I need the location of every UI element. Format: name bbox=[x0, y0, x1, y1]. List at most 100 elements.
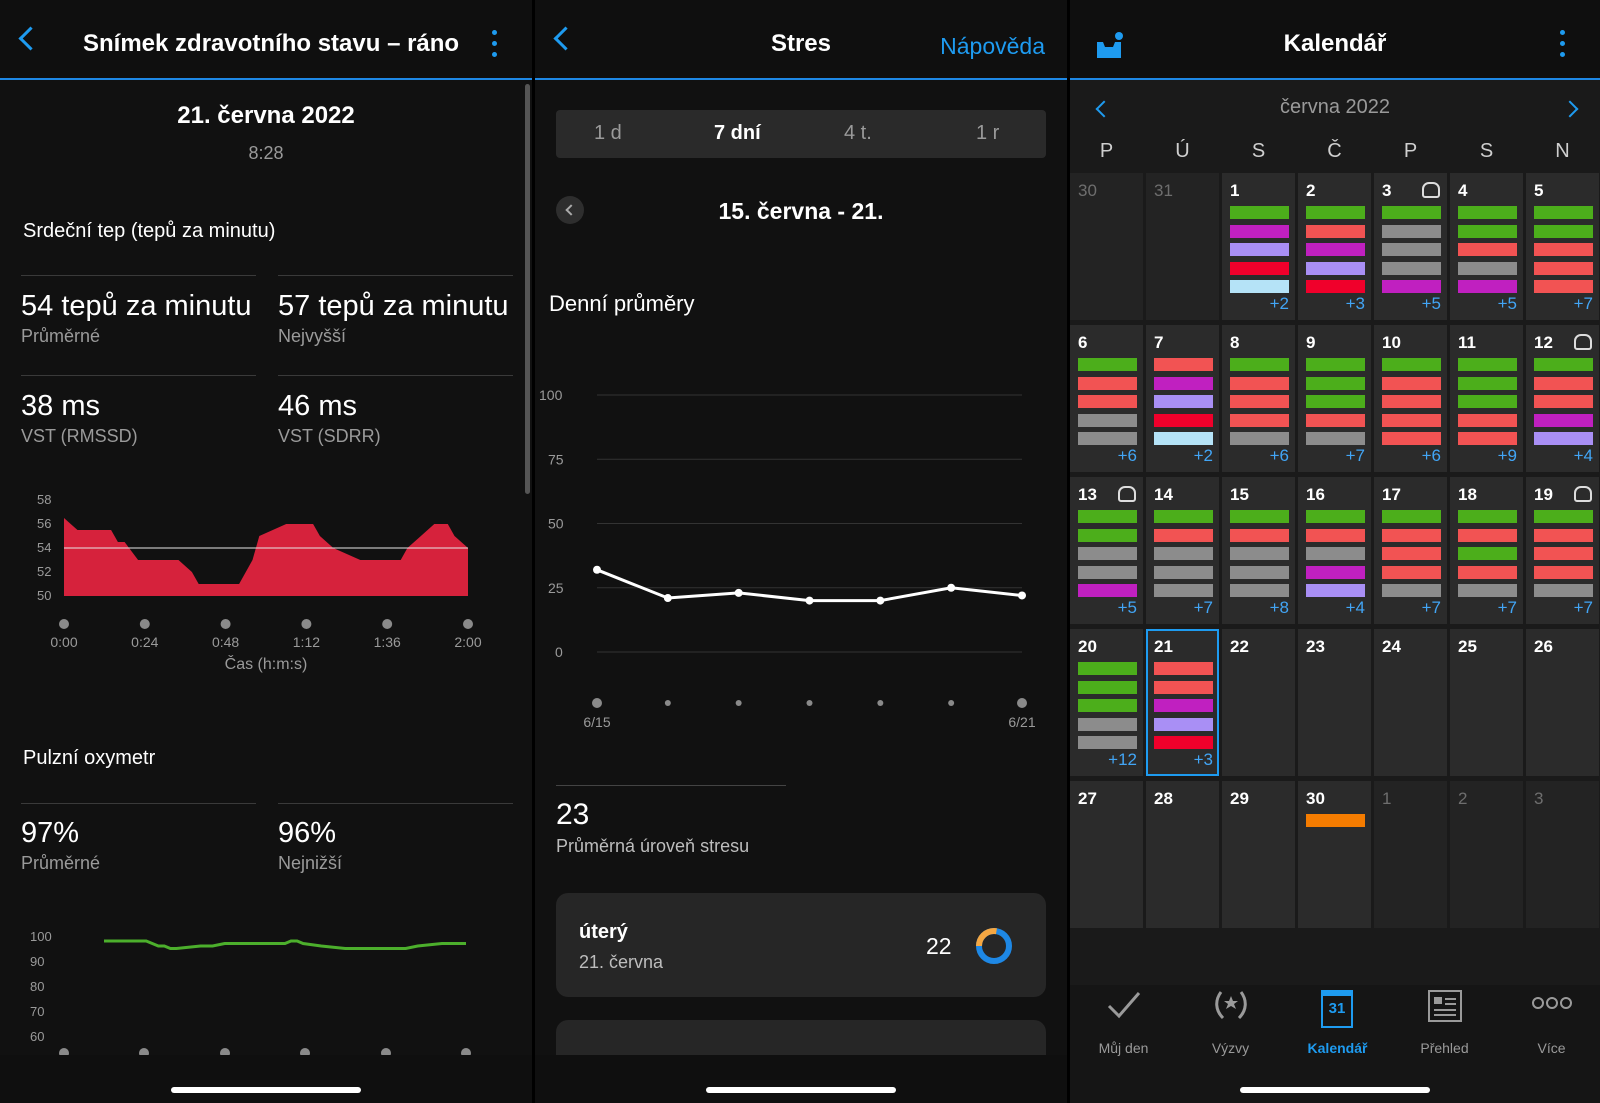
calendar-day-cell[interactable]: 18 +7 bbox=[1450, 477, 1523, 624]
activity-bar bbox=[1078, 395, 1137, 408]
calendar-day-cell[interactable]: 5 +7 bbox=[1526, 173, 1599, 320]
x-tick-label: 6/15 bbox=[583, 714, 610, 730]
calendar-day-cell[interactable]: 1 bbox=[1374, 781, 1447, 928]
calendar-day-cell[interactable]: 26 bbox=[1526, 629, 1599, 776]
x-tick-dot bbox=[1017, 698, 1027, 708]
more-count[interactable]: +3 bbox=[1345, 294, 1365, 313]
bottom-area bbox=[535, 1055, 1067, 1103]
calendar-day-cell[interactable]: 11 +9 bbox=[1450, 325, 1523, 472]
activity-bar bbox=[1382, 261, 1441, 275]
calendar-day-cell[interactable]: 3 bbox=[1526, 781, 1599, 928]
calendar-day-cell[interactable]: 31 bbox=[1146, 173, 1219, 320]
more-options-icon[interactable] bbox=[1560, 30, 1566, 63]
activity-bar bbox=[1382, 206, 1441, 219]
help-link[interactable]: Nápověda bbox=[940, 33, 1045, 59]
more-count[interactable]: +7 bbox=[1573, 294, 1593, 313]
more-count[interactable]: +3 bbox=[1193, 750, 1213, 769]
calendar-day-cell[interactable]: 30 bbox=[1298, 781, 1371, 928]
more-count[interactable]: +6 bbox=[1269, 446, 1289, 465]
home-indicator[interactable] bbox=[706, 1087, 896, 1093]
activity-bar bbox=[1078, 736, 1137, 749]
calendar-day-cell[interactable]: 4 +5 bbox=[1450, 173, 1523, 320]
calendar-day-cell[interactable]: 28 bbox=[1146, 781, 1219, 928]
calendar-day-cell[interactable]: 19 +7 bbox=[1526, 477, 1599, 624]
activity-bar bbox=[1382, 510, 1441, 523]
calendar-day-cell[interactable]: 7 +2 bbox=[1146, 325, 1219, 472]
x-tick-label: 0:00 bbox=[50, 634, 77, 650]
more-count[interactable]: +5 bbox=[1117, 598, 1137, 617]
calendar-day-cell[interactable]: 23 bbox=[1298, 629, 1371, 776]
x-tick-dot bbox=[948, 700, 955, 706]
activity-bar bbox=[1458, 206, 1517, 219]
x-tick-label: 0:48 bbox=[212, 634, 239, 650]
segment-7d[interactable]: 7 dní bbox=[714, 122, 761, 144]
calendar-day-cell[interactable]: 9 +7 bbox=[1298, 325, 1371, 472]
calendar-day-cell[interactable]: 2 bbox=[1450, 781, 1523, 928]
scrollbar[interactable] bbox=[525, 84, 530, 494]
calendar-day-cell[interactable]: 6 +6 bbox=[1070, 325, 1143, 472]
calendar-day-cell[interactable]: 2 +3 bbox=[1298, 173, 1371, 320]
calendar-day-cell[interactable]: 10 +6 bbox=[1374, 325, 1447, 472]
segment-4w[interactable]: 4 t. bbox=[844, 122, 872, 144]
back-icon[interactable] bbox=[18, 26, 43, 51]
calendar-day-cell[interactable]: 17 +7 bbox=[1374, 477, 1447, 624]
more-options-icon[interactable] bbox=[492, 30, 498, 63]
home-indicator[interactable] bbox=[171, 1087, 361, 1093]
activity-bar bbox=[1078, 680, 1137, 694]
activity-bar bbox=[1382, 565, 1441, 579]
activity-bar bbox=[1458, 432, 1517, 445]
calendar-day-cell[interactable]: 16 +4 bbox=[1298, 477, 1371, 624]
activity-bar bbox=[1154, 584, 1213, 597]
more-count[interactable]: +2 bbox=[1193, 446, 1213, 465]
calendar-day-cell[interactable]: 25 bbox=[1450, 629, 1523, 776]
more-count[interactable]: +9 bbox=[1497, 446, 1517, 465]
calendar-day-cell[interactable]: 27 bbox=[1070, 781, 1143, 928]
more-count[interactable]: +7 bbox=[1193, 598, 1213, 617]
more-count[interactable]: +4 bbox=[1345, 598, 1365, 617]
more-count[interactable]: +4 bbox=[1573, 446, 1593, 465]
calendar-day-cell[interactable]: 8 +6 bbox=[1222, 325, 1295, 472]
calendar-day-cell[interactable]: 22 bbox=[1222, 629, 1295, 776]
more-count[interactable]: +7 bbox=[1345, 446, 1365, 465]
calendar-day-cell[interactable]: 21 +3 bbox=[1146, 629, 1219, 776]
more-count[interactable]: +7 bbox=[1421, 598, 1441, 617]
activity-bar bbox=[1306, 280, 1365, 293]
x-tick-dot bbox=[139, 619, 150, 629]
segment-1y[interactable]: 1 r bbox=[976, 122, 1000, 144]
activity-bar bbox=[1230, 432, 1289, 445]
calendar-day-cell[interactable]: 1 +2 bbox=[1222, 173, 1295, 320]
day-number: 8 bbox=[1230, 333, 1240, 352]
more-count[interactable]: +2 bbox=[1269, 294, 1289, 313]
calendar-day-cell[interactable]: 3 +5 bbox=[1374, 173, 1447, 320]
calendar-day-cell[interactable]: 12 +4 bbox=[1526, 325, 1599, 472]
more-count[interactable]: +5 bbox=[1497, 294, 1517, 313]
day-card[interactable]: úterý 21. června 22 bbox=[556, 893, 1046, 997]
more-count[interactable]: +6 bbox=[1421, 446, 1441, 465]
more-count[interactable]: +8 bbox=[1269, 598, 1289, 617]
stress-point bbox=[663, 594, 672, 603]
inbox-icon[interactable] bbox=[1094, 30, 1126, 62]
y-tick-label: 52 bbox=[37, 564, 51, 579]
calendar-day-cell[interactable]: 13 +5 bbox=[1070, 477, 1143, 624]
calendar-day-cell[interactable]: 29 bbox=[1222, 781, 1295, 928]
calendar-day-cell[interactable]: 15 +8 bbox=[1222, 477, 1295, 624]
home-indicator[interactable] bbox=[1240, 1087, 1430, 1093]
more-count[interactable]: +7 bbox=[1497, 598, 1517, 617]
more-count[interactable]: +6 bbox=[1117, 446, 1137, 465]
prev-period-button[interactable] bbox=[556, 196, 584, 224]
more-count[interactable]: +5 bbox=[1421, 294, 1441, 313]
more-count[interactable]: +7 bbox=[1573, 598, 1593, 617]
activity-bar bbox=[1458, 358, 1517, 371]
calendar-day-cell[interactable]: 30 bbox=[1070, 173, 1143, 320]
calendar-day-cell[interactable]: 24 bbox=[1374, 629, 1447, 776]
x-tick-label: 6/21 bbox=[1008, 714, 1035, 730]
y-tick-label: 100 bbox=[539, 387, 563, 403]
tab-label: Výzvy bbox=[1211, 1040, 1250, 1056]
more-count[interactable]: +12 bbox=[1108, 750, 1137, 769]
health-snapshot-panel: Snímek zdravotního stavu – ráno 21. červ… bbox=[0, 0, 532, 1103]
calendar-day-cell[interactable]: 20 +12 bbox=[1070, 629, 1143, 776]
segment-1d[interactable]: 1 d bbox=[594, 122, 622, 144]
activity-bar bbox=[1382, 395, 1441, 408]
calendar-day-cell[interactable]: 14 +7 bbox=[1146, 477, 1219, 624]
